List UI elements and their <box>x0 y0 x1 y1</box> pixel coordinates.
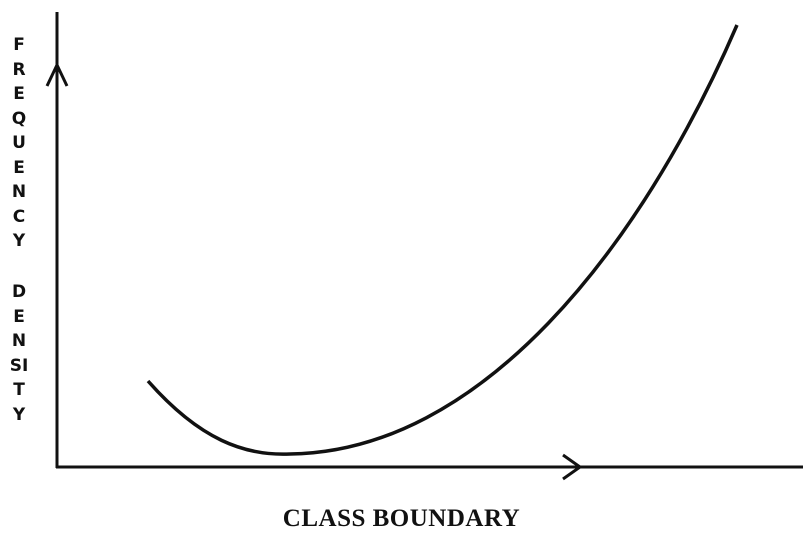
y-axis-label: DENSITY <box>9 282 29 425</box>
x-axis-label: CLASS BOUNDARY <box>282 505 521 532</box>
y-axis-arrow <box>45 61 69 87</box>
x-axis-arrow <box>562 453 583 481</box>
y-axis-label: FREQUENCY <box>11 35 27 251</box>
curve <box>146 24 739 456</box>
